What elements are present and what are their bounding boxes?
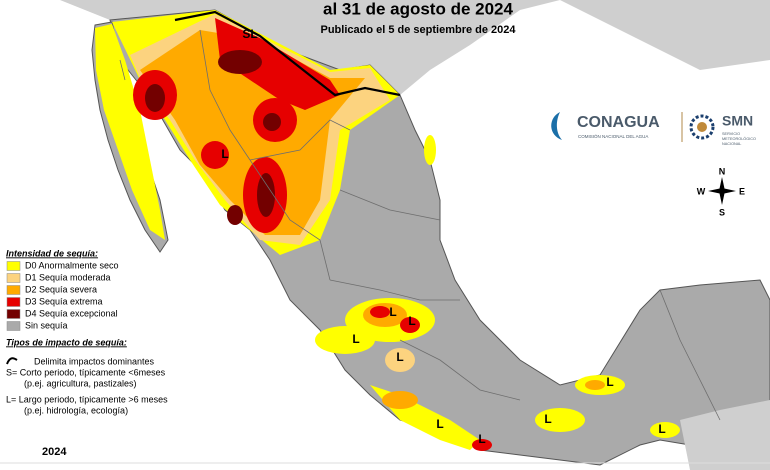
legend-text: (p.ej. hidrología, ecología) — [24, 405, 128, 415]
legend-text: Sin sequía — [25, 320, 68, 330]
impact-label: L — [436, 417, 443, 431]
legend-text: D2 Sequía severa — [25, 284, 97, 294]
legend-text: Delimita impactos dominantes — [34, 356, 155, 366]
d4-area — [257, 173, 275, 217]
logos: CONAGUA COMISIÓN NACIONAL DEL AGUA SMN S… — [551, 112, 756, 146]
compass-n: N — [719, 166, 726, 176]
impact-label: L — [478, 432, 485, 446]
legend-text: L= Largo periodo, típicamente >6 meses — [6, 394, 168, 404]
d3-area — [472, 439, 492, 451]
smn-sub: SERVICIO — [722, 132, 740, 136]
legend-text: D3 Sequía extrema — [25, 296, 103, 306]
legend-text: S= Corto periodo, típicamente <6meses — [6, 367, 166, 377]
d3-area — [400, 317, 420, 333]
impact-label: L — [352, 332, 359, 346]
conagua-name: CONAGUA — [577, 114, 660, 131]
legend-swatch — [6, 285, 21, 295]
d3-area — [215, 18, 340, 110]
d2-area — [382, 391, 418, 409]
impact-label: L — [658, 422, 665, 436]
d4-area — [263, 113, 281, 131]
smn-sub: METEOROLÓGICO — [722, 136, 756, 141]
d0-area — [95, 24, 165, 240]
legend-swatch — [6, 297, 21, 307]
state-line — [249, 119, 351, 161]
legend-swatch — [6, 273, 21, 283]
conagua-icon — [551, 112, 562, 140]
state-line — [399, 339, 521, 401]
state-line — [119, 59, 126, 81]
state-line — [339, 189, 441, 221]
footer-year: 2024 — [42, 446, 67, 458]
state-line — [249, 159, 331, 281]
impact-label: L — [396, 350, 403, 364]
legend-title: Intensidad de sequía: — [6, 248, 98, 258]
impact-label: SL — [242, 27, 257, 41]
compass-e: E — [739, 186, 745, 196]
smn-sub: NACIONAL — [722, 142, 741, 146]
impact-boundary — [174, 10, 401, 97]
d4-area — [227, 205, 243, 225]
smn-icon-core — [697, 122, 707, 132]
drought-areas — [95, 10, 680, 451]
smn-icon — [689, 114, 715, 140]
legend-text: D4 Sequía excepcional — [25, 308, 118, 318]
impact-label: L — [389, 305, 396, 319]
d0-area — [650, 422, 680, 438]
impact-label: L — [544, 412, 551, 426]
compass-we — [708, 188, 736, 194]
compass: N S E W — [697, 166, 745, 217]
d4-area — [145, 84, 165, 112]
d0-area — [535, 408, 585, 432]
d4-area — [218, 50, 262, 74]
state-line — [199, 29, 251, 161]
legend-text: D1 Sequía moderada — [25, 272, 111, 282]
compass-s: S — [719, 207, 725, 217]
state-line — [659, 289, 721, 421]
compass-w: W — [697, 186, 706, 196]
state-borders — [119, 29, 721, 421]
legend-swatch — [6, 261, 21, 271]
legend-swatch — [6, 321, 21, 331]
impact-labels: SL L L L L L L L L L L — [221, 27, 665, 446]
central-america — [680, 400, 770, 470]
conagua-sub: COMISIÓN NACIONAL DEL AGUA — [578, 133, 648, 139]
d3-area — [370, 306, 390, 318]
smn-name: SMN — [722, 113, 753, 129]
title: al 31 de agosto de 2024 — [323, 0, 513, 18]
legend-text: (p.ej. agricultura, pastizales) — [24, 378, 137, 388]
impact-label: L — [408, 314, 415, 328]
state-line — [329, 279, 460, 301]
subtitle: Publicado el 5 de septiembre de 2024 — [320, 24, 516, 36]
d0-area — [424, 135, 436, 165]
legend-swatch — [6, 309, 21, 319]
legend-text: D0 Anormalmente seco — [25, 260, 119, 270]
d3-area — [201, 141, 229, 169]
legend: Intensidad de sequía: Tipos de impacto d… — [6, 248, 168, 415]
usa-land — [60, 0, 770, 95]
d0-area — [315, 326, 375, 354]
impact-line-swatch — [6, 357, 18, 365]
impact-label: L — [221, 147, 228, 161]
d1-area — [385, 348, 415, 372]
impact-label: L — [606, 375, 613, 389]
d2-area — [585, 380, 605, 390]
legend-title: Tipos de impacto de sequía: — [6, 337, 127, 347]
